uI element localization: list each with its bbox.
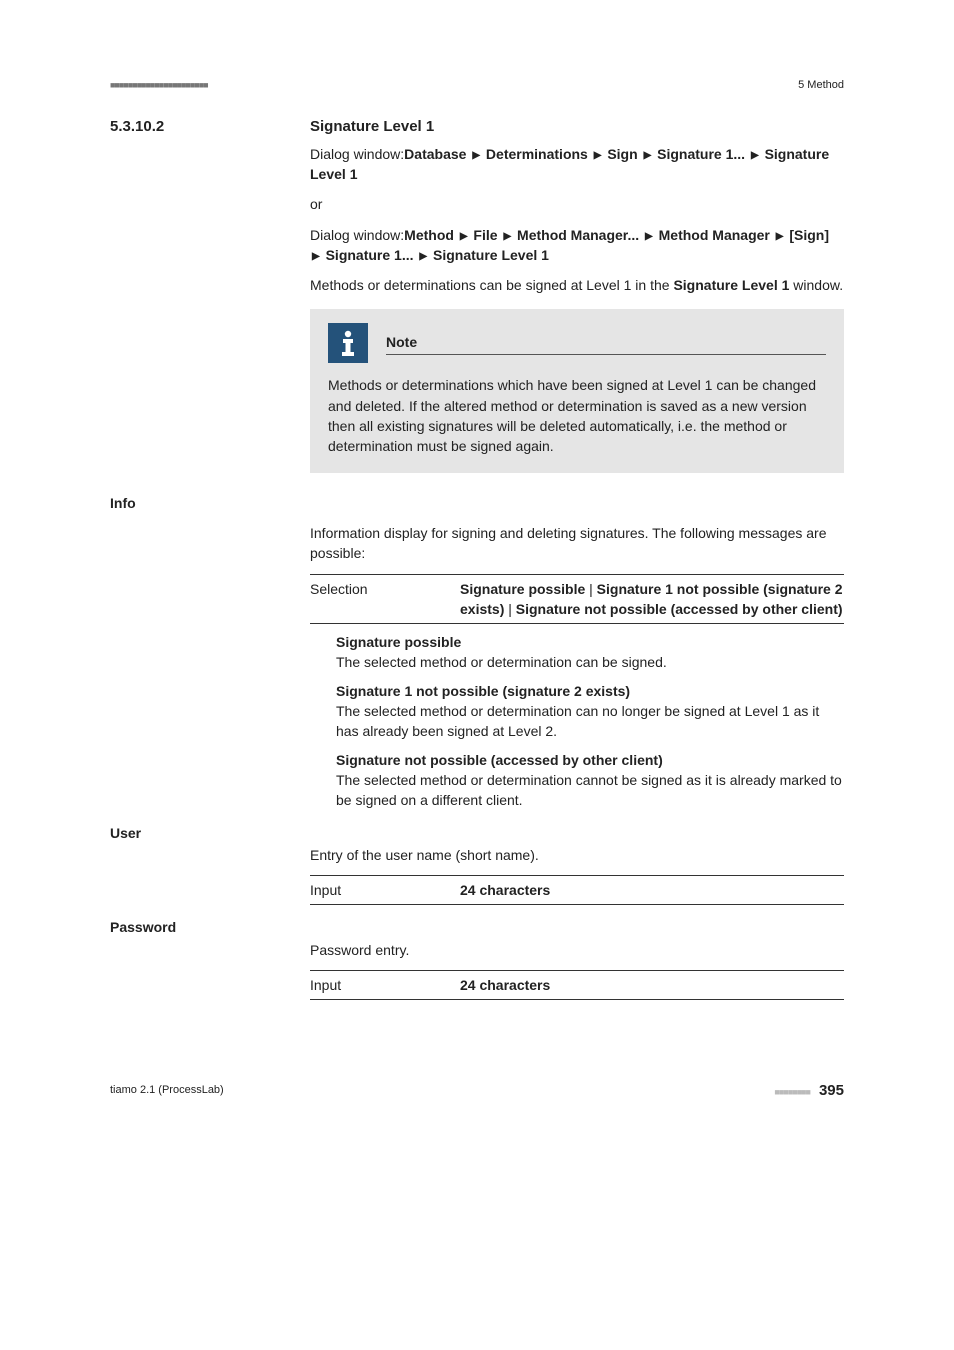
path2-p3: Method Manager...	[517, 227, 639, 243]
password-desc: Password entry.	[310, 940, 844, 960]
password-input-key: Input	[310, 971, 460, 1000]
chevron-right-icon: ▶	[774, 231, 786, 242]
section-heading: 5.3.10.2 Signature Level 1	[110, 116, 844, 138]
breadcrumb-path-1: Dialog window:Database ▶ Determinations …	[310, 144, 844, 185]
chevron-right-icon: ▶	[643, 231, 655, 242]
password-input-table: Input 24 characters	[310, 970, 844, 1000]
section-title: Signature Level 1	[310, 116, 434, 138]
note-box: Note Methods or determinations which hav…	[310, 309, 844, 472]
table-row: Selection Signature possible | Signature…	[310, 574, 844, 624]
user-block: Entry of the user name (short name). Inp…	[310, 845, 844, 906]
intro-pre: Methods or determinations can be signed …	[310, 277, 673, 293]
table-row: Input 24 characters	[310, 876, 844, 905]
user-label: User	[110, 823, 844, 843]
footer-left: tiamo 2.1 (ProcessLab)	[110, 1083, 224, 1099]
chevron-right-icon: ▶	[417, 251, 429, 262]
user-input-val: 24 characters	[460, 876, 844, 905]
header-right: 5 Method	[798, 78, 844, 94]
footer-page: 395	[819, 1082, 844, 1099]
def3-term: Signature not possible (accessed by othe…	[336, 750, 844, 770]
path1-p2: Determinations	[486, 146, 588, 162]
user-desc: Entry of the user name (short name).	[310, 845, 844, 865]
def2-body: The selected method or determination can…	[336, 701, 844, 742]
sel-v1: Signature possible	[460, 581, 585, 597]
chevron-right-icon: ▶	[592, 150, 604, 161]
note-head: Note	[328, 323, 826, 363]
path2-p7: Signature Level 1	[433, 247, 549, 263]
info-icon	[328, 323, 368, 363]
info-label: Info	[110, 493, 844, 513]
user-input-table: Input 24 characters	[310, 875, 844, 905]
page-header: ■■■■■■■■■■■■■■■■■■■■■■ 5 Method	[110, 78, 844, 94]
password-label: Password	[110, 917, 844, 937]
or-text: or	[310, 194, 844, 214]
header-marks: ■■■■■■■■■■■■■■■■■■■■■■	[110, 79, 208, 92]
def2-term: Signature 1 not possible (signature 2 ex…	[336, 681, 844, 701]
note-title: Note	[386, 334, 417, 350]
sel-v3: Signature not possible (accessed by othe…	[516, 601, 843, 617]
selection-key: Selection	[310, 574, 460, 624]
password-input-val: 24 characters	[460, 971, 844, 1000]
path2-p2: File	[473, 227, 497, 243]
intro-bold: Signature Level 1	[673, 277, 789, 293]
path1-prefix: Dialog window:	[310, 146, 404, 162]
chevron-right-icon: ▶	[501, 231, 513, 242]
definition-list: Signature possible The selected method o…	[336, 632, 844, 810]
path1-p1: Database	[404, 146, 466, 162]
def3-body: The selected method or determination can…	[336, 770, 844, 811]
footer-marks: ■■■■■■■■	[774, 1087, 810, 1097]
intro-post: window.	[789, 277, 843, 293]
chevron-right-icon: ▶	[642, 150, 654, 161]
path2-prefix: Dialog window:	[310, 227, 404, 243]
footer-right: ■■■■■■■■ 395	[774, 1080, 844, 1102]
path2-p1: Method	[404, 227, 454, 243]
chevron-right-icon: ▶	[470, 150, 482, 161]
path2-p4: Method Manager	[659, 227, 770, 243]
page-footer: tiamo 2.1 (ProcessLab) ■■■■■■■■ 395	[110, 1080, 844, 1102]
section-number: 5.3.10.2	[110, 116, 310, 138]
chevron-right-icon: ▶	[310, 251, 322, 262]
breadcrumb-path-2: Dialog window:Method ▶ File ▶ Method Man…	[310, 225, 844, 266]
info-block: Information display for signing and dele…	[310, 523, 844, 811]
user-input-key: Input	[310, 876, 460, 905]
note-body: Methods or determinations which have bee…	[328, 375, 826, 456]
def1-body: The selected method or determination can…	[336, 652, 844, 672]
intro-paragraph: Methods or determinations can be signed …	[310, 275, 844, 295]
info-desc: Information display for signing and dele…	[310, 523, 844, 564]
password-block: Password entry. Input 24 characters	[310, 940, 844, 1001]
path2-p6: Signature 1...	[326, 247, 414, 263]
path2-p5: [Sign]	[789, 227, 829, 243]
breadcrumb-group: Dialog window:Database ▶ Determinations …	[310, 144, 844, 473]
def1-term: Signature possible	[336, 632, 844, 652]
selection-value: Signature possible | Signature 1 not pos…	[460, 574, 844, 624]
note-title-wrap: Note	[386, 332, 826, 355]
sel-sep: |	[585, 581, 596, 597]
table-row: Input 24 characters	[310, 971, 844, 1000]
chevron-right-icon: ▶	[749, 150, 761, 161]
sel-sep: |	[504, 601, 515, 617]
path1-p4: Signature 1...	[657, 146, 745, 162]
chevron-right-icon: ▶	[458, 231, 470, 242]
path1-p3: Sign	[607, 146, 637, 162]
info-selection-table: Selection Signature possible | Signature…	[310, 574, 844, 625]
